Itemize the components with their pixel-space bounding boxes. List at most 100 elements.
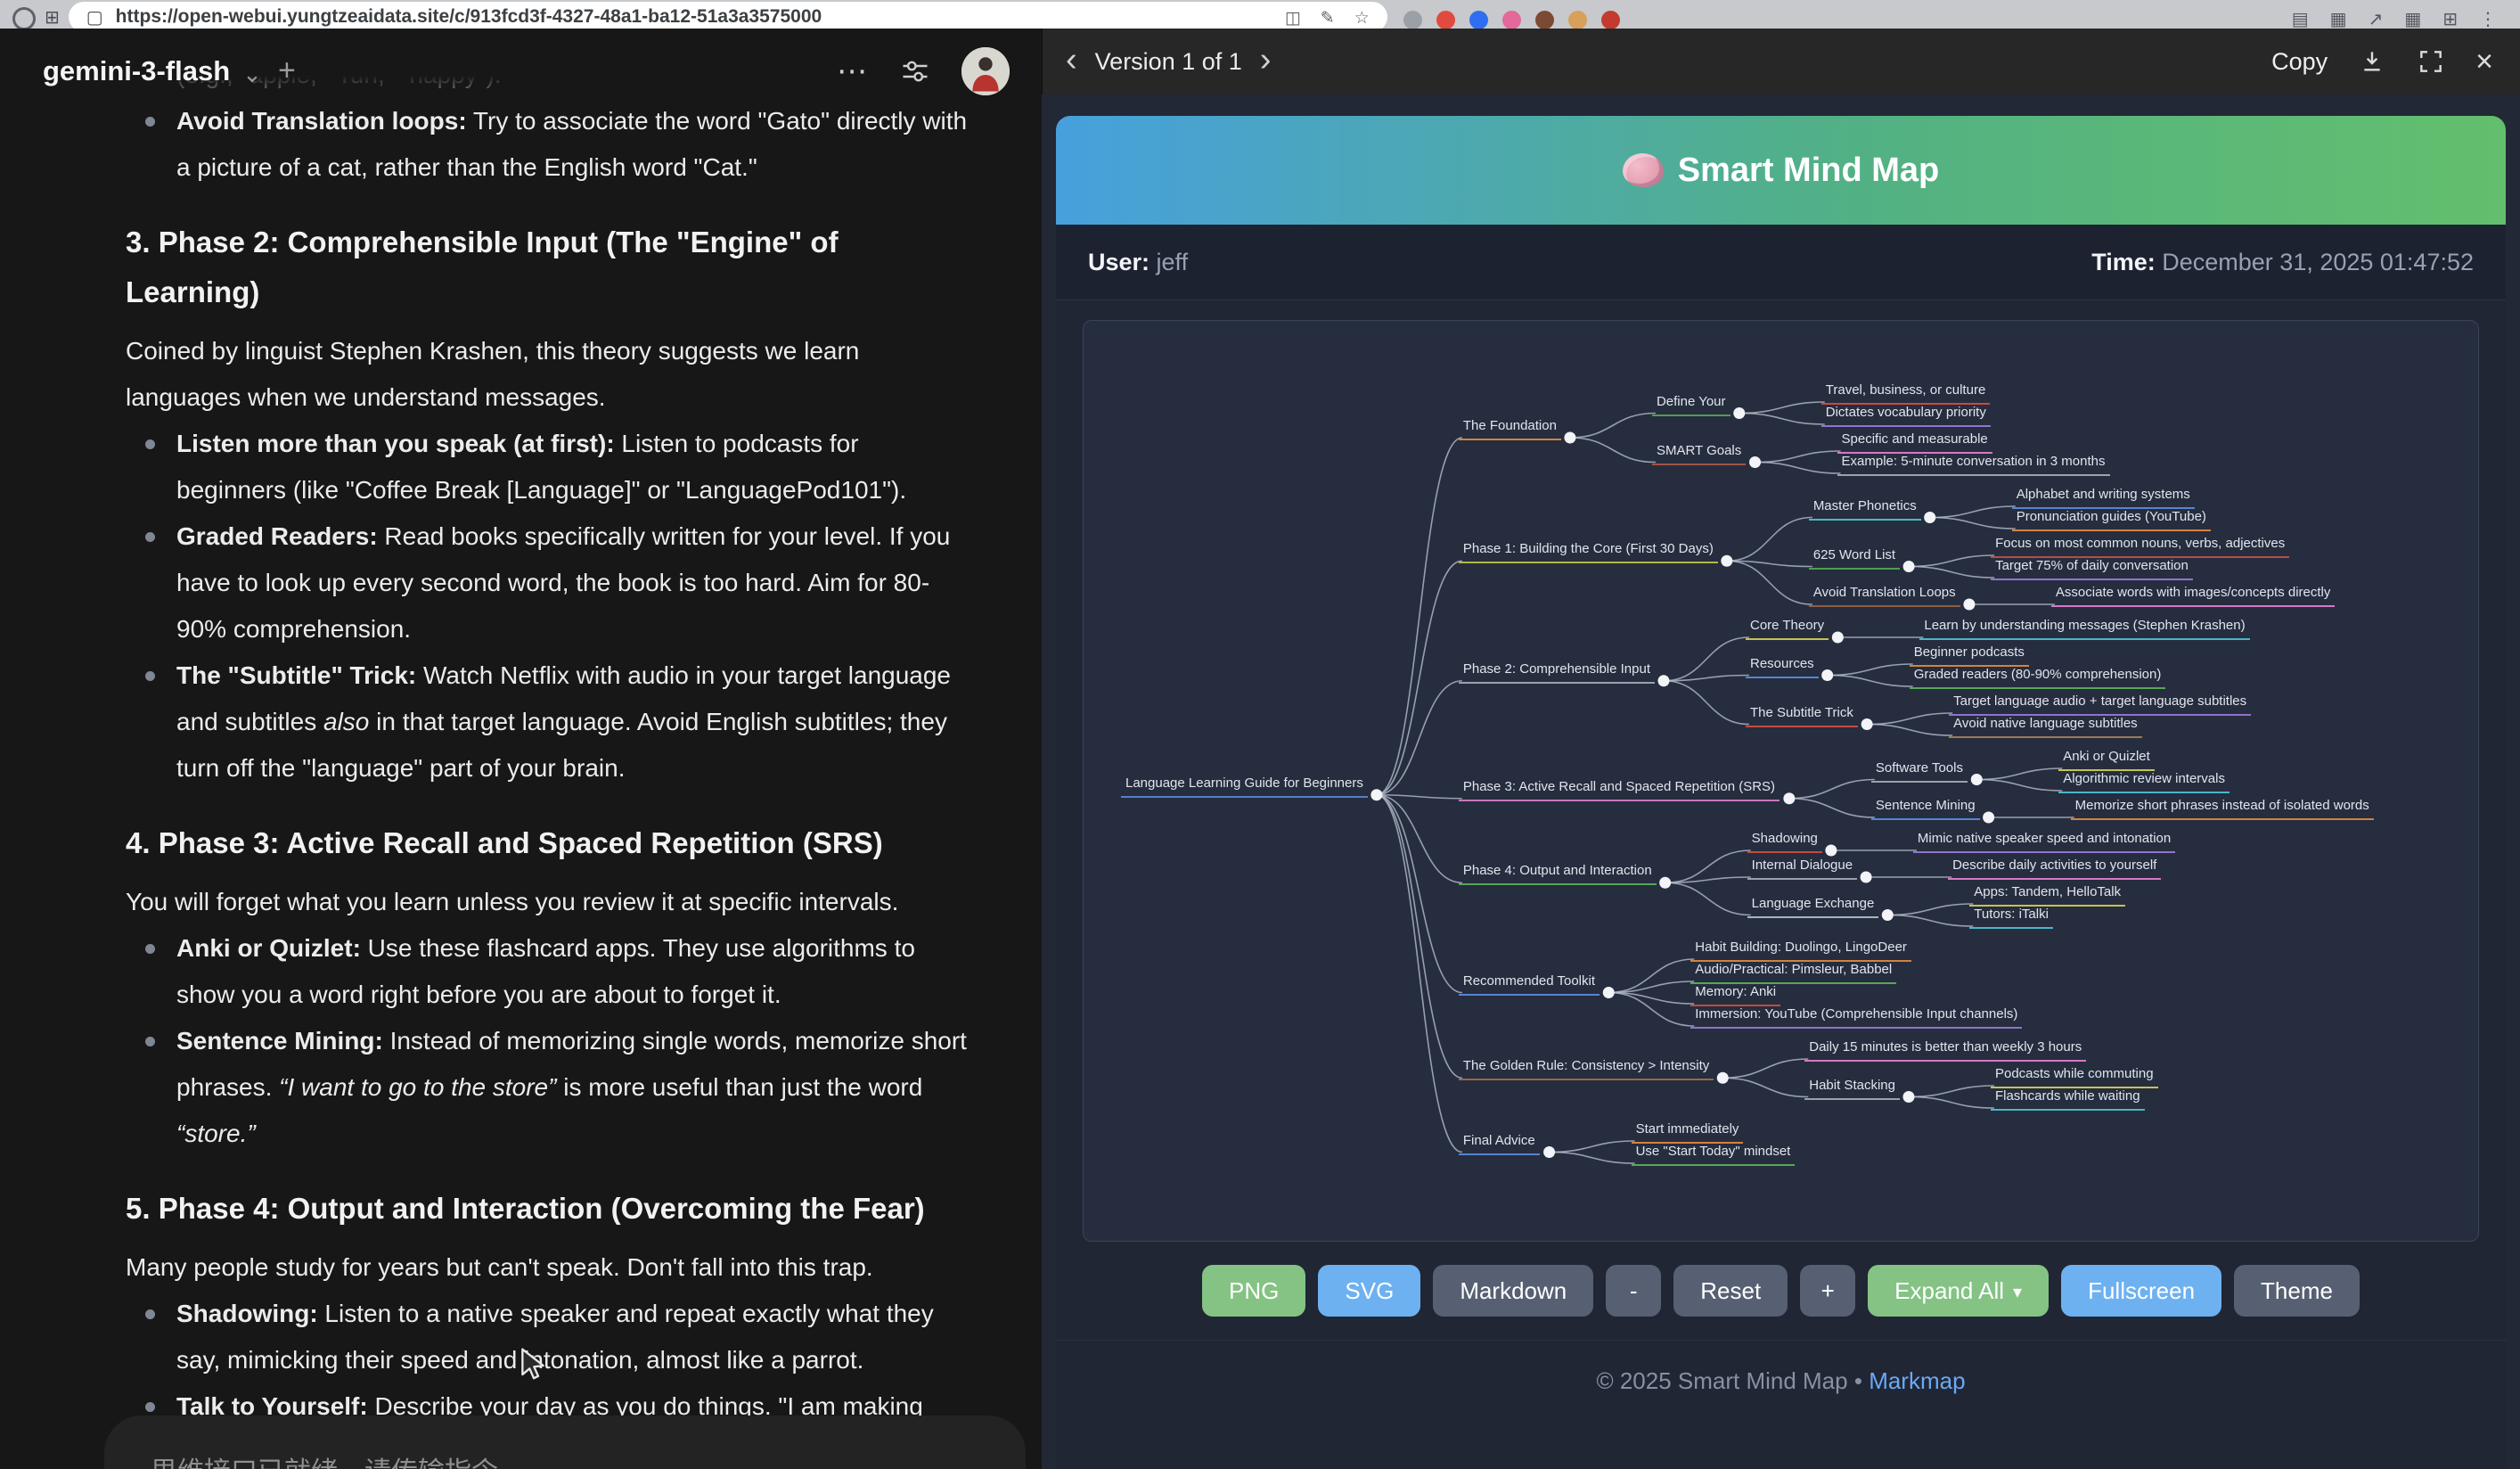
extension-favicon-dot[interactable]: [1501, 10, 1521, 29]
mindmap-node-circle[interactable]: [1902, 561, 1915, 572]
mindmap-node[interactable]: Habit Building: Duolingo, LingoDeer: [1690, 940, 1911, 962]
mindmap-node[interactable]: Travel, business, or culture: [1820, 382, 1991, 405]
menu-dots-button[interactable]: ⋯: [837, 54, 869, 88]
mindmap-node[interactable]: Immersion: YouTube (Comprehensible Input…: [1690, 1006, 2023, 1029]
reader-view-icon[interactable]: ◫: [1284, 8, 1301, 28]
mindmap-node[interactable]: Pronunciation guides (YouTube): [2011, 509, 2211, 531]
mindmap-node[interactable]: Resources: [1745, 656, 1819, 678]
mindmap-node[interactable]: 625 Word List: [1808, 547, 1901, 570]
mindmap-node[interactable]: Tutors: iTalki: [1969, 907, 2053, 929]
share-icon[interactable]: ↗: [2368, 9, 2384, 29]
reset-button[interactable]: Reset: [1673, 1265, 1788, 1317]
mindmap-node[interactable]: Algorithmic review intervals: [2058, 771, 2230, 793]
mindmap-node[interactable]: Specific and measurable: [1837, 431, 1992, 454]
mindmap-node[interactable]: Memorize short phrases instead of isolat…: [2070, 798, 2374, 820]
mindmap-node-circle[interactable]: [1783, 792, 1796, 805]
mindmap-node-circle[interactable]: [1543, 1146, 1556, 1158]
mindmap-node[interactable]: Focus on most common nouns, verbs, adjec…: [1991, 536, 2290, 558]
address-bar[interactable]: ▢ https://open-webui.yungtzeaidata.site/…: [68, 2, 1387, 29]
mindmap-node[interactable]: Phase 3: Active Recall and Spaced Repeti…: [1458, 779, 1780, 801]
model-selector[interactable]: gemini-3-flash: [43, 55, 231, 86]
mindmap-node[interactable]: Sentence Mining: [1870, 798, 1980, 820]
png-button[interactable]: PNG: [1202, 1265, 1306, 1317]
controls-sliders-icon[interactable]: [899, 55, 931, 87]
mindmap-node[interactable]: Use "Start Today" mindset: [1631, 1144, 1796, 1166]
mindmap-node[interactable]: Core Theory: [1745, 618, 1829, 640]
mindmap-node[interactable]: SMART Goals: [1651, 443, 1747, 465]
extension-favicon-dot[interactable]: [1436, 10, 1455, 29]
download-icon[interactable]: [2358, 47, 2386, 76]
mindmap-node[interactable]: Phase 2: Comprehensible Input: [1458, 661, 1655, 684]
mindmap-canvas[interactable]: Language Learning Guide for Beginners The…: [1083, 320, 2479, 1242]
mindmap-node[interactable]: Memory: Anki: [1690, 984, 1781, 1006]
highlight-icon[interactable]: ✎: [1320, 8, 1335, 28]
mindmap-node[interactable]: Mimic native speaker speed and intonatio…: [1912, 831, 2176, 853]
mindmap-node-circle[interactable]: [1831, 631, 1844, 644]
mindmap-node-circle[interactable]: [1749, 456, 1762, 468]
mindmap-node-circle[interactable]: [1821, 669, 1834, 681]
zoom-in-button[interactable]: +: [1800, 1265, 1856, 1317]
mindmap-node[interactable]: Graded readers (80-90% comprehension): [1909, 667, 2166, 689]
reload-icon[interactable]: [12, 7, 36, 29]
mindmap-node[interactable]: Target language audio + target language …: [1949, 693, 2252, 716]
mindmap-node[interactable]: Daily 15 minutes is better than weekly 3…: [1804, 1039, 2087, 1062]
mindmap-node-circle[interactable]: [1881, 909, 1894, 921]
close-icon[interactable]: ×: [2475, 45, 2493, 78]
mindmap-node[interactable]: Podcasts while commuting: [1990, 1066, 2158, 1088]
mindmap-node-circle[interactable]: [1861, 718, 1873, 730]
mindmap-node[interactable]: Audio/Practical: Pimsleur, Babbel: [1690, 962, 1897, 984]
mindmap-node[interactable]: Anki or Quizlet: [2058, 749, 2155, 771]
mindmap-node-circle[interactable]: [1825, 844, 1837, 857]
mindmap-node[interactable]: Avoid Translation Loops: [1808, 585, 1960, 607]
mindmap-node-circle[interactable]: [1733, 407, 1746, 419]
extension-favicon-dot[interactable]: [1600, 10, 1620, 29]
mindmap-node[interactable]: The Foundation: [1458, 418, 1561, 440]
mindmap-node[interactable]: Describe daily activities to yourself: [1948, 858, 2162, 880]
mindmap-node[interactable]: Phase 4: Output and Interaction: [1458, 863, 1657, 886]
mindmap-node[interactable]: The Golden Rule: Consistency > Intensity: [1458, 1058, 1714, 1081]
notifications-icon[interactable]: ▤: [2291, 9, 2309, 29]
url-text[interactable]: https://open-webui.yungtzeaidata.site/c/…: [115, 6, 822, 27]
mindmap-node-circle[interactable]: [1721, 554, 1733, 567]
mindmap-node[interactable]: Habit Stacking: [1804, 1078, 1900, 1100]
mindmap-node[interactable]: Avoid native language subtitles: [1949, 716, 2142, 738]
mindmap-node[interactable]: Example: 5-minute conversation in 3 mont…: [1837, 454, 2110, 476]
mindmap-node-circle[interactable]: [1564, 431, 1576, 444]
prev-version-button[interactable]: ‹: [1066, 41, 1077, 78]
mindmap-node[interactable]: Start immediately: [1631, 1121, 1744, 1144]
mindmap-node[interactable]: Master Phonetics: [1808, 498, 1921, 521]
copy-button[interactable]: Copy: [2271, 47, 2328, 75]
more-menu-icon[interactable]: ⋮: [2479, 9, 2497, 29]
mindmap-node-circle[interactable]: [1983, 811, 1995, 824]
theme-button[interactable]: Theme: [2234, 1265, 2360, 1317]
mindmap-node[interactable]: Beginner podcasts: [1909, 644, 2029, 667]
chat-messages[interactable]: (e.g., "apple," "run," "happy"). Avoid T…: [0, 29, 1042, 1469]
mindmap-node[interactable]: Internal Dialogue: [1747, 858, 1858, 880]
next-version-button[interactable]: ›: [1259, 41, 1272, 78]
mindmap-node[interactable]: Flashcards while waiting: [1990, 1088, 2145, 1111]
mindmap-node[interactable]: Alphabet and writing systems: [2011, 487, 2195, 509]
mindmap-node-circle[interactable]: [1657, 675, 1670, 687]
zoom-out-button[interactable]: -: [1606, 1265, 1662, 1317]
bookmark-star-icon[interactable]: ☆: [1354, 8, 1370, 28]
mindmap-node-circle[interactable]: [1659, 876, 1672, 889]
expand-all-button[interactable]: Expand All ▾: [1868, 1265, 2050, 1317]
mindmap-node[interactable]: Phase 1: Building the Core (First 30 Day…: [1458, 541, 1718, 564]
mindmap-node-circle[interactable]: [1924, 512, 1936, 523]
mindmap-node[interactable]: Language Learning Guide for Beginners: [1121, 776, 1368, 798]
mindmap-node[interactable]: Apps: Tandem, HelloTalk: [1969, 884, 2126, 907]
extension-favicon-dot[interactable]: [1567, 10, 1587, 29]
mindmap-node[interactable]: Associate words with images/concepts dir…: [2050, 585, 2336, 607]
page-info-icon[interactable]: ▢: [86, 8, 103, 28]
new-chat-button[interactable]: +: [277, 53, 296, 87]
mindmap-node[interactable]: Target 75% of daily conversation: [1991, 558, 2193, 580]
extension-favicon-dot[interactable]: [1403, 10, 1422, 29]
mindmap-node[interactable]: Language Exchange: [1747, 896, 1879, 918]
mindmap-node-circle[interactable]: [1970, 774, 1983, 785]
fullscreen-expand-icon[interactable]: [2417, 47, 2445, 76]
mindmap-node-circle[interactable]: [1963, 598, 1976, 611]
chat-input[interactable]: 思维接口已就绪，请传输指令。: [104, 1416, 1026, 1469]
mindmap-node[interactable]: The Subtitle Trick: [1745, 705, 1858, 727]
mindmap-node[interactable]: Final Advice: [1458, 1133, 1540, 1155]
mindmap-node[interactable]: Dictates vocabulary priority: [1820, 405, 1991, 427]
